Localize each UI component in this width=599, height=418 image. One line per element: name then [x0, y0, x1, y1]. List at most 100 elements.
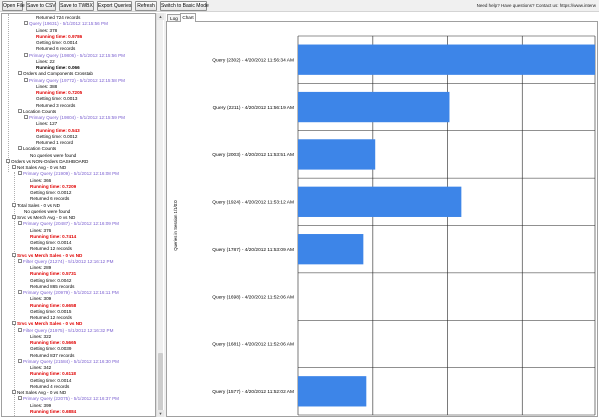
collapse-icon[interactable]: - — [18, 290, 22, 295]
collapse-icon[interactable]: - — [18, 258, 22, 264]
tree-leaf[interactable]: Returned 3 records — [36, 103, 75, 109]
scroll-thumb[interactable] — [158, 353, 163, 413]
tree-leaf[interactable]: Running time: 0.9786 — [36, 34, 82, 40]
tree-leaf[interactable]: Returned 4 records — [30, 384, 69, 390]
tree-leaf[interactable]: Returned 1 record — [36, 140, 73, 146]
collapse-icon[interactable]: - — [18, 171, 22, 177]
tree-leaf[interactable]: Lines: 322 — [30, 334, 51, 340]
collapse-icon[interactable]: - — [12, 215, 16, 220]
tree-leaf[interactable]: Getting time: 0.0014 — [36, 40, 77, 46]
tree-leaf[interactable]: Running time: 0.543 — [36, 128, 80, 134]
collapse-icon[interactable]: - — [18, 221, 22, 227]
collapse-icon[interactable]: - — [6, 158, 10, 164]
collapse-icon[interactable]: - — [18, 327, 22, 333]
collapse-icon[interactable]: - — [18, 358, 22, 364]
tree-node[interactable]: - Srvc vs Merch Avg - 0 vs ND — [12, 215, 75, 221]
tree-leaf[interactable]: Getting time: 0.0013 — [36, 96, 77, 102]
tree-leaf[interactable]: Getting time: 0.0015 — [30, 309, 71, 315]
export-queries-button[interactable]: Export Queries — [97, 1, 132, 11]
tree-leaf[interactable]: Returned 12 records — [30, 315, 72, 321]
tree-node[interactable]: - Net Sales Avg - 0 vs ND — [12, 390, 66, 396]
tree-leaf[interactable]: Lines: 376 — [30, 228, 51, 234]
tree-node[interactable]: - Primary Query (20487) - 5/1/2012 12:16:… — [18, 221, 119, 227]
collapse-icon[interactable]: - — [18, 396, 22, 402]
tree-leaf[interactable]: Lines: 342 — [30, 365, 51, 371]
tree-leaf[interactable]: Getting time: 0.0012 — [30, 190, 71, 196]
tree-leaf[interactable]: Lines: 399 — [30, 403, 51, 409]
collapse-icon[interactable]: - — [12, 390, 16, 395]
tree-leaf[interactable]: Lines: 378 — [36, 28, 57, 34]
tree-leaf[interactable]: Running time: 0.7209 — [30, 184, 76, 190]
tree-leaf[interactable]: Running time: 0.066 — [36, 65, 80, 71]
collapse-icon[interactable]: - — [12, 321, 16, 327]
tree-node[interactable]: - Primary Query (21909) - 5/1/2012 12:16:… — [18, 171, 119, 177]
tree-leaf[interactable]: No queries were found — [30, 153, 76, 159]
collapse-icon[interactable]: - — [18, 108, 22, 114]
scroll-up-icon[interactable]: ▲ — [157, 13, 164, 20]
tree-node[interactable]: - Primary Query (21584) - 5/1/2012 12:16:… — [18, 358, 119, 365]
tree-leaf[interactable]: Running time: 0.5731 — [30, 271, 76, 277]
tree-node[interactable]: - Primary Query (19772) - 5/1/2012 12:15:… — [24, 77, 125, 84]
tree-node[interactable]: - Query (19631) - 5/1/2012 12:15:56 PM — [24, 21, 108, 27]
tree-leaf[interactable]: Returned 837 records — [30, 353, 74, 359]
tree-node[interactable]: - Location Counts — [18, 108, 56, 115]
tree-leaf[interactable]: Getting time: 0.0014 — [30, 378, 71, 384]
tree-scrollbar[interactable]: ▲ ▼ — [156, 13, 164, 417]
save-to-twbx-button[interactable]: Save to TWBX — [59, 1, 94, 11]
tree-node[interactable]: - Primary Query (20979) - 5/1/2012 12:16:… — [18, 290, 119, 296]
tree-leaf[interactable]: Running time: 0.6884 — [30, 409, 76, 415]
tree-leaf[interactable]: Lines: 127 — [36, 121, 57, 127]
tree-node[interactable]: - Filter Query (21274) - 5/1/2012 12:16:1… — [18, 258, 113, 265]
collapse-icon[interactable]: - — [12, 252, 16, 258]
tree-leaf[interactable]: Returned 865 records — [30, 284, 74, 290]
tree-leaf[interactable]: Lines: 388 — [36, 84, 57, 90]
tab-chart[interactable]: Chart — [180, 13, 196, 22]
collapse-icon[interactable]: - — [24, 21, 28, 27]
tree-leaf[interactable]: Running time: 0.6658 — [30, 303, 76, 309]
collapse-icon[interactable]: - — [18, 146, 22, 152]
tree-leaf[interactable]: Running time: 0.7205 — [36, 90, 82, 96]
collapse-icon[interactable]: - — [24, 77, 28, 83]
switch-to-basic-mode-button[interactable]: Switch to Basic Mode — [160, 1, 209, 11]
collapse-icon[interactable]: - — [18, 71, 22, 77]
refresh-button[interactable]: Refresh — [135, 1, 157, 11]
tree-node[interactable]: - Orders vs NON-Orders DASHBOARD — [6, 158, 88, 165]
collapse-icon[interactable]: - — [24, 52, 28, 58]
collapse-icon[interactable]: - — [24, 115, 28, 120]
panel-splitter[interactable] — [164, 13, 166, 417]
tree-node[interactable]: - Net Sales Avg - 0 vs ND — [12, 165, 66, 171]
scroll-down-icon[interactable]: ▼ — [157, 410, 164, 417]
tree-leaf[interactable]: Getting time: 0.0012 — [36, 134, 77, 140]
tree-leaf[interactable]: Returned 6 records — [36, 46, 75, 52]
tree-node[interactable]: - Srvc vs Merch Sales - 0 vs ND — [12, 321, 82, 327]
save-to-csv-button[interactable]: Save to CSV — [26, 1, 56, 11]
tree-leaf[interactable]: Getting time: 0.0014 — [30, 240, 71, 246]
tree-leaf[interactable]: Lines: 289 — [30, 265, 51, 271]
tree-leaf[interactable]: Returned 724 records — [36, 15, 80, 21]
tree-node[interactable]: - Location Counts — [18, 146, 56, 152]
tree-leaf[interactable]: No queries were found — [24, 209, 70, 215]
tree-leaf[interactable]: Running time: 0.5665 — [30, 340, 76, 346]
tree-node[interactable]: - Primary Query (19806) - 5/1/2012 12:15:… — [24, 52, 125, 59]
tree-leaf[interactable]: Running time: 0.6118 — [30, 371, 76, 377]
tree-leaf[interactable]: Returned 12 records — [30, 246, 72, 252]
tree-node[interactable]: - Primary Query (19804) - 5/1/2012 12:15:… — [24, 115, 125, 121]
tree-node[interactable]: - Filter Query (21975) - 5/1/2012 12:16:3… — [18, 327, 113, 334]
open-file-button[interactable]: Open File — [2, 1, 25, 11]
query-tree[interactable]: Returned 724 records - Query (19631) - 5/1… — [1, 13, 156, 417]
tree-node-label: Lines: 376 — [30, 227, 52, 233]
help-contact-text[interactable]: Need help? Have questions? Contact us: h… — [476, 3, 596, 8]
tree-leaf[interactable]: Lines: 22 — [36, 59, 55, 65]
tree-node[interactable]: - Orders and Components Crosstab — [18, 71, 93, 77]
tree-leaf[interactable]: Returned 6 records — [30, 196, 69, 202]
tree-leaf[interactable]: Lines: 309 — [30, 296, 51, 302]
tree-node[interactable]: - Srvc vs Merch Sales - 0 vs ND — [12, 252, 82, 259]
tree-leaf[interactable]: Running time: 0.7414 — [30, 234, 76, 240]
tree-leaf[interactable]: Getting time: 0.0042 — [30, 278, 71, 284]
tree-node[interactable]: - Primary Query (22075) - 5/1/2012 12:16:… — [18, 396, 119, 402]
collapse-icon[interactable]: - — [12, 165, 16, 170]
tree-node[interactable]: - Total Sales - 0 vs ND — [12, 202, 60, 209]
tree-leaf[interactable]: Lines: 366 — [30, 178, 51, 184]
collapse-icon[interactable]: - — [12, 202, 16, 208]
tree-leaf[interactable]: Getting time: 0.0039 — [30, 346, 71, 352]
